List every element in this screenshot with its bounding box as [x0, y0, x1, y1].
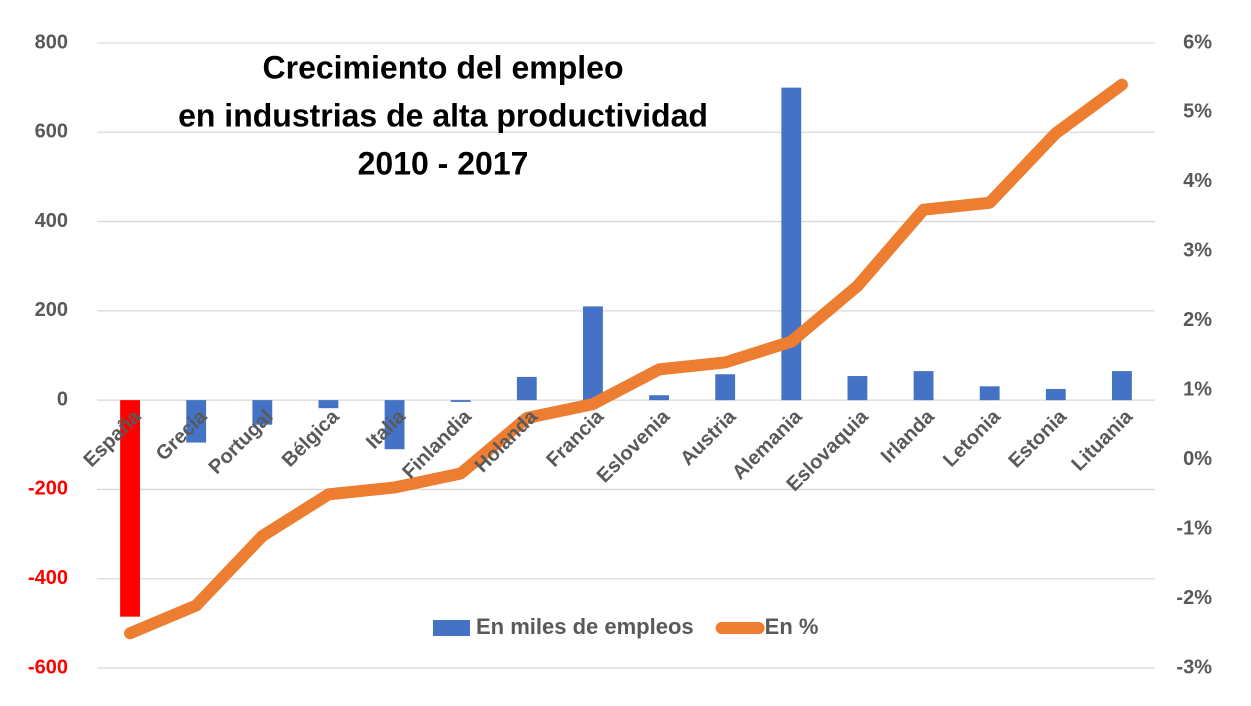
y2-tick-label: -3% [1176, 656, 1212, 678]
x-tick-label: Irlanda [877, 405, 940, 468]
bar [781, 87, 802, 401]
bar [913, 371, 934, 401]
y2-tick-label: 4% [1183, 170, 1212, 192]
legend-label: En % [765, 614, 819, 639]
x-tick-label: Estonia [1004, 405, 1071, 472]
x-tick-label: Lituania [1067, 405, 1137, 475]
bar [649, 395, 669, 401]
bar [252, 400, 273, 425]
bar [847, 376, 868, 401]
y-tick-label: -200 [28, 478, 68, 500]
bar [450, 400, 471, 402]
chart-title: Crecimiento del empleo [263, 49, 624, 85]
x-tick-label: Letonia [939, 405, 1005, 471]
y-tick-label: 600 [35, 121, 68, 143]
y2-tick-label: 0% [1183, 448, 1212, 470]
bar [1045, 388, 1066, 401]
bar [583, 306, 603, 401]
x-tick-label: Eslovenia [593, 405, 675, 487]
bar [120, 400, 140, 617]
y2-tick-label: -2% [1176, 587, 1212, 609]
chart-title: en industrias de alta productividad [178, 97, 708, 133]
x-tick-label: Bélgica [278, 405, 344, 471]
y2-tick-label: 3% [1183, 240, 1212, 262]
x-tick-label: Austria [676, 405, 741, 470]
y-tick-label: 800 [35, 31, 68, 53]
bar [384, 400, 405, 450]
bar [979, 386, 1000, 401]
bar [715, 374, 736, 401]
legend-label: En miles de empleos [476, 614, 694, 639]
y2-tick-label: 6% [1183, 31, 1212, 53]
bar [186, 400, 207, 443]
y-tick-label: 0 [57, 388, 68, 410]
x-tick-label: Holanda [471, 405, 543, 477]
y-tick-label: 400 [35, 210, 68, 232]
chart-title: 2010 - 2017 [358, 145, 529, 181]
bar [516, 376, 537, 401]
bar [318, 400, 339, 409]
x-tick-label: Portugal [205, 406, 278, 479]
y2-tick-label: 2% [1183, 309, 1212, 331]
y2-tick-label: 5% [1183, 101, 1212, 123]
legend-swatch [433, 620, 470, 636]
line [124, 78, 1128, 640]
y-tick-label: -400 [28, 567, 68, 589]
y-tick-label: 200 [35, 299, 68, 321]
y2-tick-label: 1% [1183, 379, 1212, 401]
y-tick-label: -600 [28, 656, 68, 678]
y2-tick-label: -1% [1176, 517, 1212, 539]
bar [1112, 371, 1132, 401]
